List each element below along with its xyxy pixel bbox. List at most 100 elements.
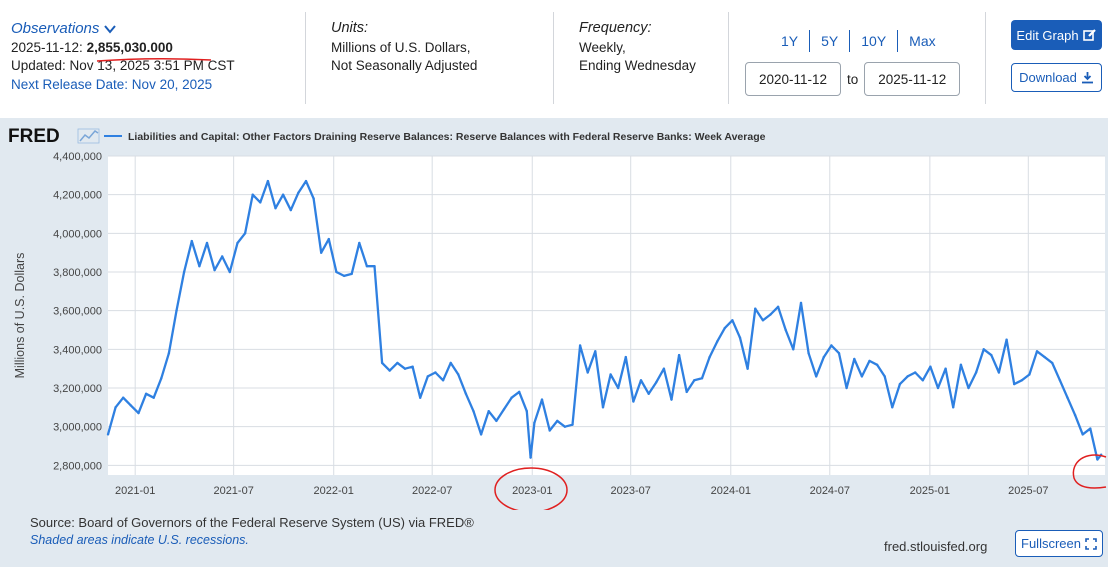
data-point [320, 251, 323, 254]
data-point [898, 382, 902, 386]
data-point [144, 392, 148, 395]
range-5y-button[interactable]: 5Y [821, 33, 839, 49]
data-point [1028, 373, 1031, 376]
data-point [952, 406, 955, 409]
next-release-link[interactable]: Next Release Date: Nov 20, 2025 [11, 77, 213, 92]
data-point [670, 398, 673, 401]
edit-graph-label: Edit Graph [1016, 27, 1079, 43]
data-point [769, 313, 772, 316]
plot-area [108, 156, 1105, 475]
download-button[interactable]: Download [1011, 63, 1102, 92]
fred-url[interactable]: fred.stlouisfed.org [884, 539, 988, 554]
data-point [1013, 382, 1016, 386]
range-10y-button[interactable]: 10Y [861, 33, 887, 49]
data-point [274, 207, 277, 210]
data-point [182, 270, 186, 274]
data-point [891, 406, 894, 409]
data-point [578, 344, 582, 347]
data-point [883, 375, 886, 378]
x-tick-label: 2023-01 [512, 485, 552, 497]
data-point [167, 352, 171, 355]
x-tick-label: 2021-07 [213, 485, 253, 497]
data-point [221, 255, 224, 258]
range-1y-button[interactable]: 1Y [781, 33, 799, 49]
data-point [563, 425, 567, 428]
x-tick-label: 2023-07 [611, 485, 651, 497]
frequency-section: Frequency: Weekly, Ending Wednesday [579, 20, 696, 76]
data-point [1058, 379, 1062, 382]
frequency-line1: Weekly, [579, 40, 626, 55]
data-point [518, 390, 521, 394]
y-tick-label: 3,400,000 [53, 344, 102, 356]
x-tick-label: 2022-01 [314, 485, 354, 497]
latest-observation: 2025-11-12: 2,855,030.000 [11, 40, 235, 55]
data-point [533, 421, 536, 424]
chart-panel: FRED Liabilities and Capital: Other Fact… [0, 118, 1108, 567]
data-point [548, 429, 551, 432]
data-point [738, 336, 742, 339]
observation-value: 2,855,030.000 [86, 40, 173, 55]
fred-logo-text: FRED [8, 126, 60, 147]
units-title: Units: [331, 20, 369, 36]
data-point [914, 371, 917, 374]
data-point [304, 179, 308, 183]
data-point [114, 406, 117, 409]
edit-icon [1082, 29, 1096, 41]
data-point [380, 361, 384, 365]
data-point [152, 396, 155, 399]
data-point [731, 319, 734, 322]
x-tick-label: 2024-01 [711, 485, 751, 497]
data-point [1096, 458, 1099, 461]
y-tick-label: 3,200,000 [53, 383, 102, 395]
data-point [921, 379, 924, 382]
data-point [198, 265, 201, 268]
data-point [959, 363, 963, 366]
data-point [259, 201, 262, 204]
data-point [106, 433, 110, 436]
data-point [129, 404, 132, 407]
data-point [228, 270, 231, 274]
x-tick-label: 2024-07 [810, 485, 850, 497]
range-max-button[interactable]: Max [909, 33, 936, 49]
updated-text: Updated: Nov 13, 2025 3:51 PM CST [11, 58, 235, 73]
data-point [837, 352, 841, 355]
fullscreen-label: Fullscreen [1021, 536, 1081, 551]
data-point [373, 265, 376, 268]
annotation-circle-2023 [494, 467, 568, 510]
data-point [784, 328, 787, 332]
chart-title: Liabilities and Capital: Other Factors D… [128, 131, 766, 143]
download-label: Download [1019, 70, 1077, 85]
observations-dropdown[interactable]: Observations [11, 20, 235, 37]
data-point [906, 375, 909, 378]
data-point [529, 456, 532, 459]
data-point [609, 373, 612, 376]
data-point [266, 179, 270, 183]
recession-note: Shaded areas indicate U.S. recessions. [30, 533, 249, 547]
data-point [510, 396, 513, 399]
x-tick-label: 2022-07 [412, 485, 452, 497]
data-point [1005, 338, 1008, 341]
data-point [929, 365, 932, 368]
end-date-input[interactable] [864, 62, 961, 96]
frequency-title: Frequency: [579, 20, 652, 36]
data-point [137, 411, 140, 415]
y-tick-label: 2,800,000 [53, 460, 102, 472]
range-buttons: 1Y 5Y 10Y Max [770, 30, 947, 52]
divider [985, 12, 986, 104]
data-point [807, 352, 810, 355]
edit-graph-button[interactable]: Edit Graph [1011, 20, 1102, 50]
data-point [419, 396, 422, 399]
fullscreen-button[interactable]: Fullscreen [1015, 530, 1103, 557]
data-point [967, 386, 970, 390]
start-date-input[interactable] [745, 62, 841, 96]
observations-section: Observations 2025-11-12: 2,855,030.000 U… [11, 20, 235, 92]
data-point [571, 423, 574, 426]
data-point [464, 392, 468, 395]
units-line1: Millions of U.S. Dollars, [331, 40, 471, 55]
observations-title: Observations [11, 20, 100, 37]
x-axis-ticks: 2021-01 2021-07 2022-01 2022-07 2023-01 2023-… [115, 485, 1048, 497]
data-point [1089, 427, 1092, 430]
data-point [441, 379, 445, 382]
frequency-line2: Ending Wednesday [579, 58, 696, 73]
divider [553, 12, 554, 104]
